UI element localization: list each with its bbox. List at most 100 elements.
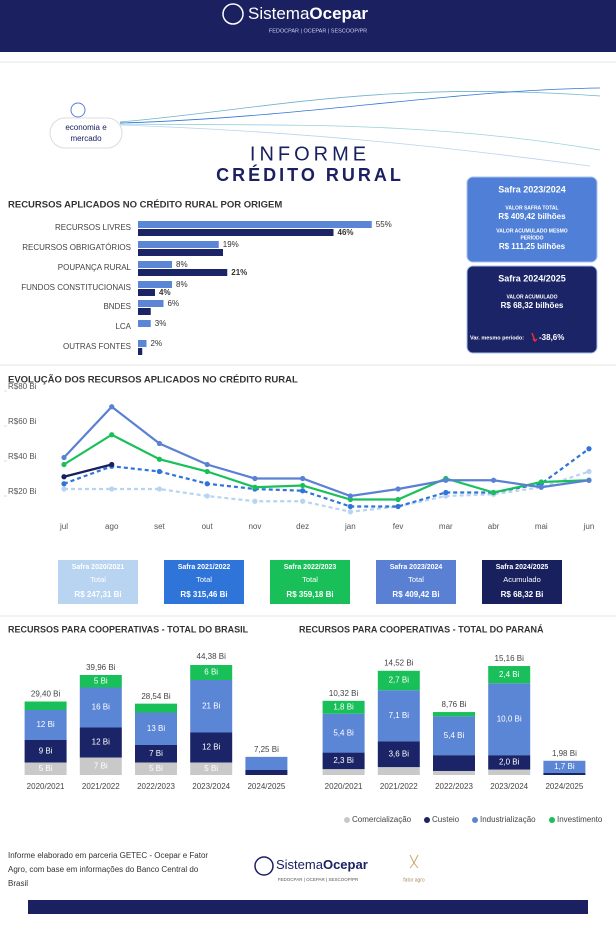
marker <box>252 475 258 482</box>
marker <box>252 484 258 490</box>
legend-label: Industrialização <box>480 815 536 824</box>
bar-segment <box>543 760 586 773</box>
chart-title: RECURSOS APLICADOS NO CRÉDITO RURAL POR … <box>8 200 282 211</box>
x-tick-label: mai <box>535 522 548 531</box>
x-tick-label: 2024/2025 <box>247 782 285 791</box>
x-tick-label: set <box>154 522 165 531</box>
partner: fator agro <box>403 877 425 883</box>
legend-label: Custeio <box>432 815 460 824</box>
x-tick-label: 2023/2024 <box>490 782 528 791</box>
legend-name: Safra 2020/2021 <box>72 564 125 571</box>
bar <box>138 300 164 307</box>
marker <box>61 454 67 461</box>
series-line <box>63 463 113 478</box>
marker <box>61 474 67 480</box>
legend-note: Total <box>196 575 212 584</box>
total-label: 44,38 Bi <box>197 652 227 661</box>
footer-text: Informe elaborado em parceria GETEC - Oc… <box>8 851 208 860</box>
bar-segment <box>488 683 531 756</box>
marker <box>61 461 67 468</box>
bar-segment <box>190 665 233 680</box>
segment-label: 6 Bi <box>204 668 218 677</box>
bar <box>138 241 219 248</box>
segment-label: 5 Bi <box>149 764 163 773</box>
segment-label: 21 Bi <box>202 701 220 710</box>
bar-segment <box>24 740 67 763</box>
bar-segment <box>377 767 420 775</box>
segment-label: 5 Bi <box>204 764 218 773</box>
legend-box <box>482 560 562 604</box>
legend-name: Safra 2024/2025 <box>496 564 549 571</box>
decor-curves <box>119 87 601 167</box>
segment-label: 5,4 Bi <box>333 728 354 737</box>
marker <box>156 456 163 462</box>
marker <box>300 488 306 494</box>
bar-segment <box>79 757 122 775</box>
segment-label: 12 Bi <box>202 743 220 752</box>
value-label: 55% <box>376 220 392 229</box>
legend-dot <box>549 817 555 823</box>
marker <box>156 440 163 447</box>
bar-segment <box>322 700 365 714</box>
bar-segment <box>79 687 122 728</box>
summary-box <box>466 265 598 354</box>
category-label: LCA <box>115 322 131 331</box>
tagline: FEDOCPAR | OCEPAR | SESCOOP/PR <box>269 28 367 34</box>
marker <box>347 493 353 499</box>
badge-icon <box>70 102 86 118</box>
marker <box>347 503 353 510</box>
marker <box>252 498 258 504</box>
legend-box <box>376 560 456 604</box>
marker <box>490 489 497 496</box>
footer-logo-icon <box>254 856 274 876</box>
summary-label: PERÍODO <box>520 233 543 241</box>
header-band <box>0 0 616 52</box>
marker <box>395 486 401 492</box>
legend-note: Total <box>408 575 424 584</box>
value-label: 8% <box>176 280 188 289</box>
marker <box>443 477 449 483</box>
bar-segment <box>135 703 177 713</box>
y-tick-label: R$60 Bi <box>8 417 37 426</box>
legend-name: Safra 2022/2023 <box>284 564 337 571</box>
x-tick-label: fev <box>393 522 404 531</box>
legend-label: Investimento <box>557 815 603 824</box>
bar-segment <box>135 762 177 775</box>
bar-segment <box>433 716 475 756</box>
y-tick-label: R$40 Bi <box>8 452 37 461</box>
brand-bold: Ocepar <box>323 857 368 872</box>
marker <box>300 475 306 482</box>
bar-segment <box>488 769 531 775</box>
marker <box>109 461 115 468</box>
total-label: 39,96 Bi <box>86 663 116 672</box>
legend-label: Comercialização <box>352 815 412 824</box>
series-line <box>63 433 590 501</box>
footer-text: Brasil <box>8 879 28 888</box>
bar-segment <box>190 762 233 775</box>
segment-label: 10,0 Bi <box>497 714 522 723</box>
chart-title: RECURSOS PARA COOPERATIVAS - TOTAL DO BR… <box>8 624 249 634</box>
total-label: 8,76 Bi <box>442 700 467 709</box>
segment-label: 7,1 Bi <box>389 711 410 720</box>
partner-icon <box>409 854 419 869</box>
x-tick-label: jun <box>583 522 595 531</box>
x-tick-label: 2022/2023 <box>137 782 175 791</box>
legend-box <box>58 560 138 604</box>
value-label: 6% <box>168 299 180 308</box>
bar <box>138 269 228 276</box>
marker <box>347 509 353 515</box>
bar-segment <box>24 701 67 710</box>
bar-segment <box>322 769 365 775</box>
segment-label: 1,8 Bi <box>333 702 354 711</box>
x-tick-label: 2023/2024 <box>192 782 230 791</box>
total-label: 28,54 Bi <box>141 692 171 701</box>
bar-segment <box>190 732 233 763</box>
x-tick-label: nov <box>248 522 261 531</box>
bar <box>138 229 334 236</box>
segment-label: 2,4 Bi <box>499 670 520 679</box>
bar-segment <box>377 670 420 691</box>
bar <box>138 340 147 347</box>
legend-box <box>270 560 350 604</box>
legend-dot <box>424 817 430 823</box>
